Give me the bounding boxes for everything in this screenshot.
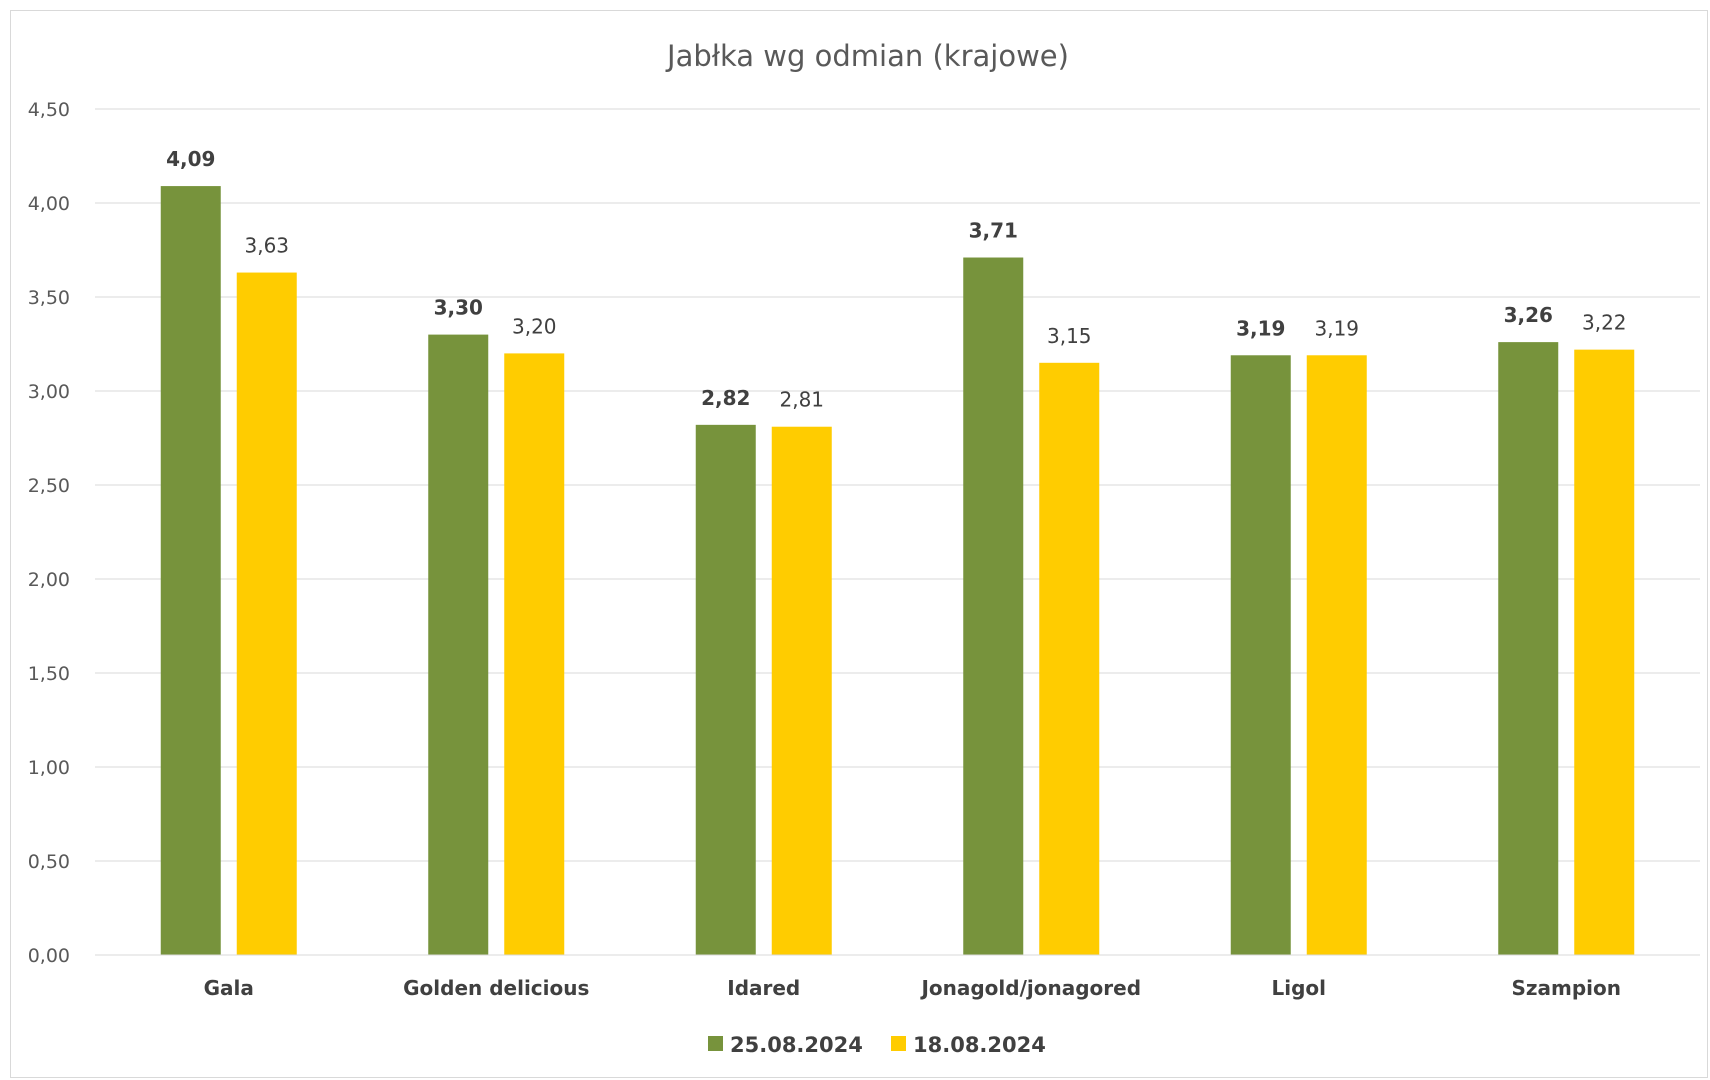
data-label: 2,81 [779, 388, 824, 412]
data-label: 4,09 [166, 147, 215, 171]
data-label: 3,15 [1047, 324, 1092, 348]
bar [963, 257, 1024, 955]
data-label: 3,19 [1236, 316, 1285, 340]
y-tick-label: 1,50 [28, 663, 70, 685]
bar [428, 334, 489, 956]
data-label: 3,30 [434, 296, 483, 320]
gridlines [95, 108, 1700, 956]
y-tick-label: 0,00 [28, 945, 70, 967]
bar [1230, 355, 1291, 955]
y-axis: 0,00 0,50 1,00 1,50 2,00 2,50 3,00 3,50 4,00 4,50 [28, 99, 70, 967]
chart-title: Jabłka wg odmian (krajowe) [665, 39, 1069, 73]
bar [160, 186, 221, 955]
y-tick-label: 4,00 [28, 193, 70, 215]
legend: 25.08.2024 18.08.2024 [708, 1033, 1046, 1057]
legend-label: 18.08.2024 [913, 1033, 1046, 1057]
data-label: 3,26 [1504, 303, 1553, 327]
data-label: 3,20 [512, 314, 557, 338]
bar [1306, 355, 1367, 955]
bar [771, 426, 832, 956]
bars [160, 186, 1635, 956]
data-label: 3,71 [969, 219, 1018, 243]
bar [1039, 362, 1100, 955]
y-tick-label: 3,50 [28, 287, 70, 309]
x-tick-label: Golden delicious [403, 976, 589, 1000]
x-tick-label: Ligol [1271, 976, 1326, 1000]
data-labels: 4,09 3,63 3,30 3,20 2,82 2,81 3,71 3,15 3,19 3,19… [166, 147, 1626, 412]
data-label: 3,63 [244, 234, 289, 258]
y-tick-label: 2,50 [28, 475, 70, 497]
x-tick-label: Jonagold/jonagored [919, 976, 1141, 1000]
legend-label: 25.08.2024 [730, 1033, 863, 1057]
legend-swatch [891, 1036, 906, 1051]
x-axis: Gala Golden delicious Idared Jonagold/jonag… [95, 954, 1700, 1000]
y-tick-label: 3,00 [28, 381, 70, 403]
x-tick-label: Szampion [1511, 976, 1621, 1000]
bar [236, 272, 297, 955]
x-tick-label: Idared [727, 976, 800, 1000]
data-label: 3,22 [1582, 311, 1627, 335]
y-tick-label: 1,00 [28, 757, 70, 779]
y-tick-label: 0,50 [28, 851, 70, 873]
data-label: 3,19 [1314, 316, 1359, 340]
legend-swatch [708, 1036, 723, 1051]
y-tick-label: 4,50 [28, 99, 70, 121]
data-label: 2,82 [701, 386, 750, 410]
bar [695, 424, 756, 956]
y-tick-label: 2,00 [28, 569, 70, 591]
bar [1498, 342, 1559, 955]
bar [1574, 349, 1635, 955]
bar [504, 353, 565, 955]
x-tick-label: Gala [204, 976, 254, 1000]
